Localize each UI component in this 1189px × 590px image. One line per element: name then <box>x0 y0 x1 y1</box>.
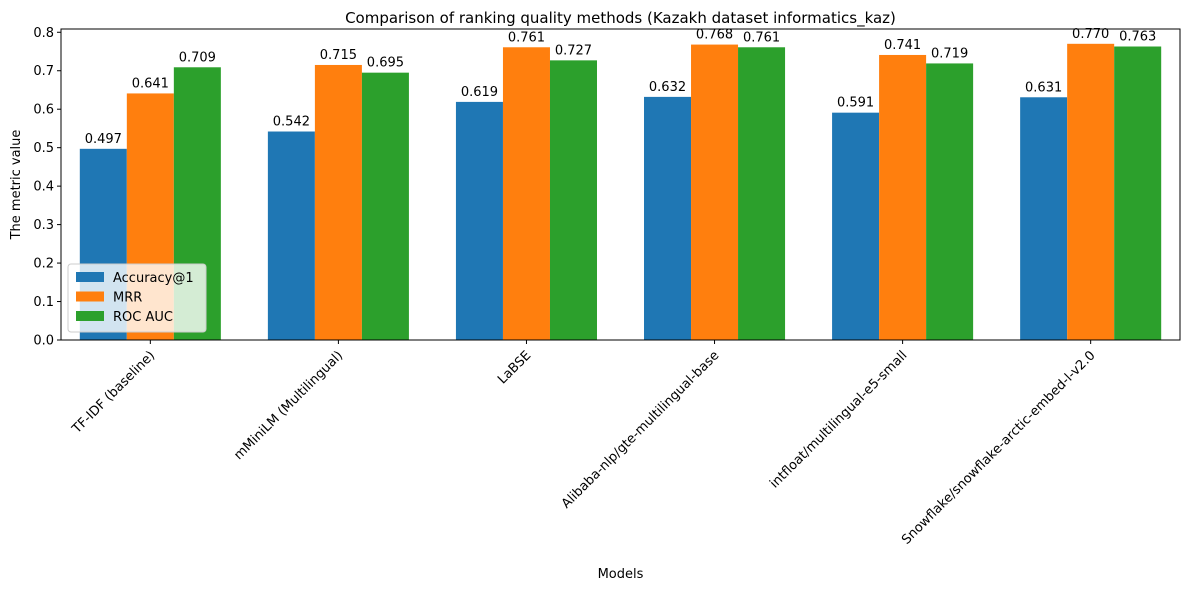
data-label: 0.542 <box>273 115 310 130</box>
legend-swatch <box>76 311 104 321</box>
data-label: 0.619 <box>461 85 498 100</box>
bar-roc-auc-1 <box>361 72 409 341</box>
x-tick-label: Alibaba-nlp/gte-multilingual-base <box>559 348 722 511</box>
legend-swatch <box>76 272 104 282</box>
plot-frame <box>60 28 1181 341</box>
x-tick-label: Snowflake/snowflake-arctic-embed-l-v2.0 <box>899 348 1098 547</box>
legend-label: MRR <box>113 291 142 306</box>
data-label: 0.631 <box>1025 80 1062 95</box>
y-tick-label: 0.8 <box>33 26 54 41</box>
y-tick-label: 0.0 <box>33 334 54 349</box>
y-tick-label: 0.3 <box>33 218 54 233</box>
x-tick-label: intfloat/multilingual-e5-small <box>767 348 910 491</box>
legend: Accuracy@1 MRR ROC AUC <box>67 263 207 333</box>
y-tick-label: 0.5 <box>33 141 54 156</box>
bar-roc-auc-3 <box>738 47 786 341</box>
bar-roc-auc-4 <box>926 63 974 340</box>
data-label: 0.761 <box>508 30 545 45</box>
data-label: 0.709 <box>179 50 216 65</box>
y-tick-label: 0.7 <box>33 64 54 79</box>
bar-roc-auc-2 <box>549 60 597 340</box>
data-label: 0.719 <box>931 46 968 61</box>
data-label: 0.591 <box>837 96 874 111</box>
x-axis-title: Models <box>598 567 644 582</box>
bar-accuracy-1-5 <box>1020 97 1068 340</box>
data-label: 0.770 <box>1072 27 1109 42</box>
data-label: 0.715 <box>320 48 357 63</box>
data-label: 0.695 <box>367 56 404 71</box>
legend-label: ROC AUC <box>113 310 173 325</box>
bar-accuracy-1-4 <box>832 112 880 341</box>
data-label: 0.497 <box>85 132 122 147</box>
y-tick-label: 0.1 <box>33 295 54 310</box>
bar-mrr-1 <box>314 64 362 340</box>
chart-title: Comparison of ranking quality methods (K… <box>345 9 896 28</box>
bar-accuracy-1-3 <box>644 96 692 341</box>
bar-mrr-2 <box>502 47 550 341</box>
y-tick-label: 0.2 <box>33 257 54 272</box>
y-tick-label: 0.4 <box>33 180 54 195</box>
data-label: 0.761 <box>743 30 780 45</box>
data-label: 0.632 <box>649 80 686 95</box>
bar-mrr-5 <box>1067 43 1115 341</box>
bar-mrr-4 <box>879 54 927 340</box>
bar-accuracy-1-1 <box>267 131 315 340</box>
data-label: 0.727 <box>555 43 592 58</box>
data-label: 0.763 <box>1119 30 1156 45</box>
bar-mrr-3 <box>691 44 739 340</box>
bar-roc-auc-5 <box>1114 46 1162 340</box>
x-tick-label: TF-IDF (baseline) <box>69 348 158 437</box>
y-tick-label: 0.6 <box>33 103 54 118</box>
data-label: 0.641 <box>132 76 169 91</box>
legend-label: Accuracy@1 <box>113 271 194 286</box>
data-label: 0.768 <box>696 28 733 43</box>
data-labels-group: 0.497 0.542 0.619 0.632 0.591 0.631 0.641 0.715… <box>85 27 1157 147</box>
x-tick-label: mMiniLM (Multilingual) <box>231 348 346 463</box>
x-tick-label: LaBSE <box>495 348 534 387</box>
legend-swatch <box>76 291 104 302</box>
bars-group <box>79 43 1162 341</box>
bar-accuracy-1-2 <box>455 101 503 340</box>
y-axis-title: The metric value <box>9 130 24 241</box>
data-label: 0.741 <box>884 38 921 53</box>
